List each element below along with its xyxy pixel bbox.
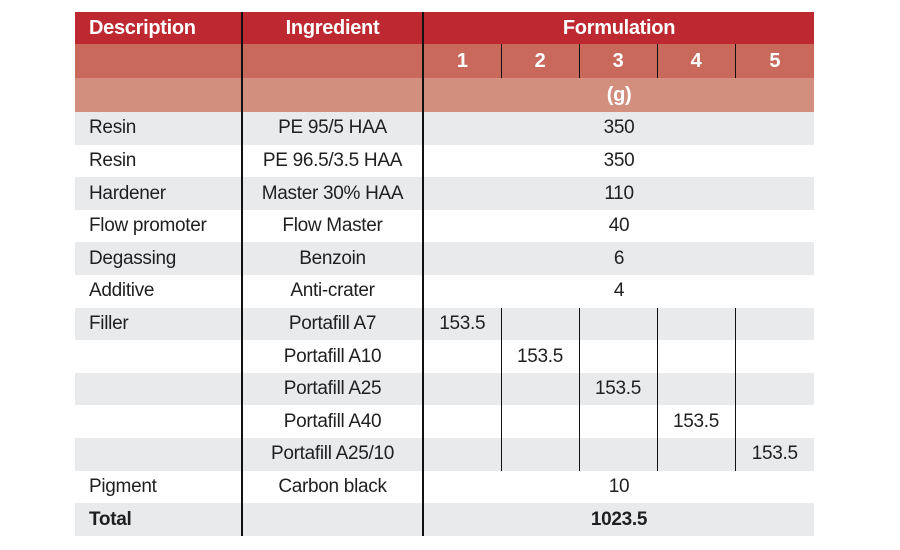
header-row-unit: (g) bbox=[75, 78, 815, 112]
ingredient-cell: Anti-crater bbox=[241, 275, 423, 308]
formulation-number-header: 4 bbox=[656, 44, 735, 78]
ingredient-cell: Master 30% HAA bbox=[241, 177, 423, 210]
ingredient-cell: PE 95/5 HAA bbox=[241, 112, 423, 145]
formulation-value-cell bbox=[500, 307, 579, 341]
table-row: Total 1023.5 bbox=[75, 503, 815, 536]
formulation-span-cell: 10 bbox=[421, 470, 815, 504]
formulation-value-cell bbox=[578, 438, 657, 471]
description-cell: Total bbox=[75, 503, 242, 536]
empty-header-cell bbox=[75, 78, 242, 112]
table-row: Additive Anti-crater 4 bbox=[75, 275, 815, 308]
table-row: Portafill A25/10 153.5 bbox=[75, 438, 815, 471]
table-row: Portafill A10 153.5 bbox=[75, 340, 815, 373]
table-row: Resin PE 96.5/3.5 HAA 350 bbox=[75, 144, 815, 178]
table-row: Portafill A25 153.5 bbox=[75, 372, 815, 406]
formulation-span-cell: 110 bbox=[421, 177, 815, 210]
description-cell: Additive bbox=[75, 275, 242, 308]
formulation-value-cell bbox=[734, 372, 815, 406]
formulation-value-cell bbox=[422, 405, 501, 439]
ingredient-cell bbox=[241, 503, 423, 536]
description-cell: Filler bbox=[75, 307, 242, 341]
formulation-value-cell bbox=[578, 405, 657, 439]
formulation-table: Description Ingredient Formulation 1 2 3… bbox=[75, 12, 815, 536]
ingredient-cell: Portafill A40 bbox=[241, 405, 423, 439]
formulation-value-cell bbox=[656, 438, 735, 471]
table-row: Filler Portafill A7 153.5 bbox=[75, 307, 815, 341]
formulation-value-cell bbox=[578, 307, 657, 341]
formulation-number-header: 5 bbox=[734, 44, 815, 78]
ingredient-cell: Flow Master bbox=[241, 209, 423, 243]
ingredient-cell: Portafill A25 bbox=[241, 372, 423, 406]
description-column-header: Description bbox=[75, 12, 242, 44]
empty-header-cell bbox=[241, 44, 423, 78]
table-row: Flow promoter Flow Master 40 bbox=[75, 209, 815, 243]
formulation-span-cell: 350 bbox=[421, 144, 815, 178]
formulation-span-cell: 4 bbox=[421, 275, 815, 308]
description-cell: Pigment bbox=[75, 470, 242, 504]
formulation-span-cell: 350 bbox=[421, 112, 815, 145]
formulation-value-cell bbox=[422, 438, 501, 471]
table-row: Portafill A40 153.5 bbox=[75, 405, 815, 439]
formulation-value-cell: 153.5 bbox=[734, 438, 815, 471]
ingredient-cell: Portafill A7 bbox=[241, 307, 423, 341]
formulation-value-cell bbox=[656, 307, 735, 341]
table-body: Resin PE 95/5 HAA 350 Resin PE 96.5/3.5 HAA 3… bbox=[75, 112, 815, 536]
formulation-value-cell bbox=[500, 372, 579, 406]
description-cell bbox=[75, 372, 242, 406]
description-cell: Degassing bbox=[75, 242, 242, 276]
description-cell: Hardener bbox=[75, 177, 242, 210]
formulation-value-cell bbox=[500, 438, 579, 471]
formulation-span-cell: 6 bbox=[421, 242, 815, 276]
table-row: Pigment Carbon black 10 bbox=[75, 470, 815, 504]
formulation-value-cell bbox=[734, 307, 815, 341]
formulation-value-cell bbox=[500, 405, 579, 439]
header-row-titles: Description Ingredient Formulation bbox=[75, 12, 815, 44]
description-cell bbox=[75, 340, 242, 373]
formulation-value-cell: 153.5 bbox=[500, 340, 579, 373]
formulation-number-header: 2 bbox=[500, 44, 579, 78]
ingredient-cell: Carbon black bbox=[241, 470, 423, 504]
table-row: Resin PE 95/5 HAA 350 bbox=[75, 112, 815, 145]
ingredient-cell: PE 96.5/3.5 HAA bbox=[241, 144, 423, 178]
ingredient-cell: Portafill A10 bbox=[241, 340, 423, 373]
formulation-value-cell bbox=[422, 340, 501, 373]
formulation-value-cell bbox=[422, 372, 501, 406]
empty-header-cell bbox=[75, 44, 242, 78]
unit-header: (g) bbox=[421, 78, 815, 112]
formulation-value-cell: 153.5 bbox=[656, 405, 735, 439]
formulation-value-cell bbox=[656, 340, 735, 373]
description-cell: Resin bbox=[75, 144, 242, 178]
description-cell: Flow promoter bbox=[75, 209, 242, 243]
formulation-value-cell bbox=[734, 405, 815, 439]
description-cell: Resin bbox=[75, 112, 242, 145]
formulation-value-cell bbox=[734, 340, 815, 373]
ingredient-column-header: Ingredient bbox=[241, 12, 423, 44]
formulation-value-cell bbox=[578, 340, 657, 373]
formulation-number-header: 1 bbox=[422, 44, 501, 78]
header-row-formulation-numbers: 1 2 3 4 5 bbox=[75, 44, 815, 78]
table-header: Description Ingredient Formulation 1 2 3… bbox=[75, 12, 815, 112]
formulation-span-cell: 1023.5 bbox=[421, 503, 815, 536]
formulation-number-header: 3 bbox=[578, 44, 657, 78]
formulation-span-cell: 40 bbox=[421, 209, 815, 243]
description-cell bbox=[75, 405, 242, 439]
formulation-value-cell: 153.5 bbox=[422, 307, 501, 341]
description-cell bbox=[75, 438, 242, 471]
table-row: Degassing Benzoin 6 bbox=[75, 242, 815, 276]
ingredient-cell: Benzoin bbox=[241, 242, 423, 276]
formulation-column-header: Formulation bbox=[421, 12, 815, 44]
empty-header-cell bbox=[241, 78, 423, 112]
table-row: Hardener Master 30% HAA 110 bbox=[75, 177, 815, 210]
formulation-value-cell bbox=[656, 372, 735, 406]
ingredient-cell: Portafill A25/10 bbox=[241, 438, 423, 471]
formulation-value-cell: 153.5 bbox=[578, 372, 657, 406]
